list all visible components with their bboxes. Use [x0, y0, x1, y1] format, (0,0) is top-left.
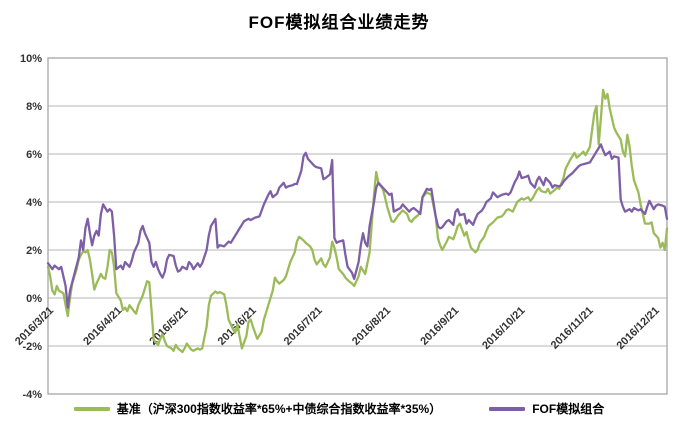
x-tick-label: 2016/4/21 — [81, 305, 124, 348]
x-tick-label: 2016/10/21 — [480, 305, 527, 352]
series-fof-line — [46, 143, 669, 309]
legend-label-fof: FOF模拟组合 — [532, 402, 605, 416]
legend-line-benchmark — [73, 406, 110, 411]
y-tick-label: 10% — [20, 53, 42, 65]
y-tick-label: -4% — [22, 389, 42, 401]
x-tick-label: 2016/7/21 — [282, 305, 325, 348]
legend-label-benchmark: 基准（沪深300指数收益率*65%+中债综合指数收益率*35%） — [116, 402, 442, 416]
x-tick-label: 2016/9/21 — [418, 305, 461, 348]
series-benchmark-line — [46, 88, 669, 354]
legend-item-fof: FOF模拟组合 — [489, 400, 604, 417]
y-tick-label: 8% — [26, 101, 42, 113]
legend: 基准（沪深300指数收益率*65%+中债综合指数收益率*35%） FOF模拟组合 — [0, 400, 678, 417]
plot-border — [47, 57, 668, 395]
y-tick-label: 4% — [26, 197, 42, 209]
y-tick-label: 2% — [26, 245, 42, 257]
page-title: FOF模拟组合业绩走势 — [248, 13, 430, 32]
x-tick-label: 2016/8/21 — [350, 305, 393, 348]
x-tick-label: 2016/12/21 — [614, 305, 661, 352]
y-tick-label: -2% — [22, 341, 42, 353]
y-tick-label: 6% — [26, 149, 42, 161]
legend-item-benchmark: 基准（沪深300指数收益率*65%+中债综合指数收益率*35%） — [73, 400, 442, 417]
legend-line-fof — [489, 406, 526, 411]
y-tick-label: 0% — [26, 293, 42, 305]
x-tick-label: 2016/11/21 — [549, 305, 596, 352]
